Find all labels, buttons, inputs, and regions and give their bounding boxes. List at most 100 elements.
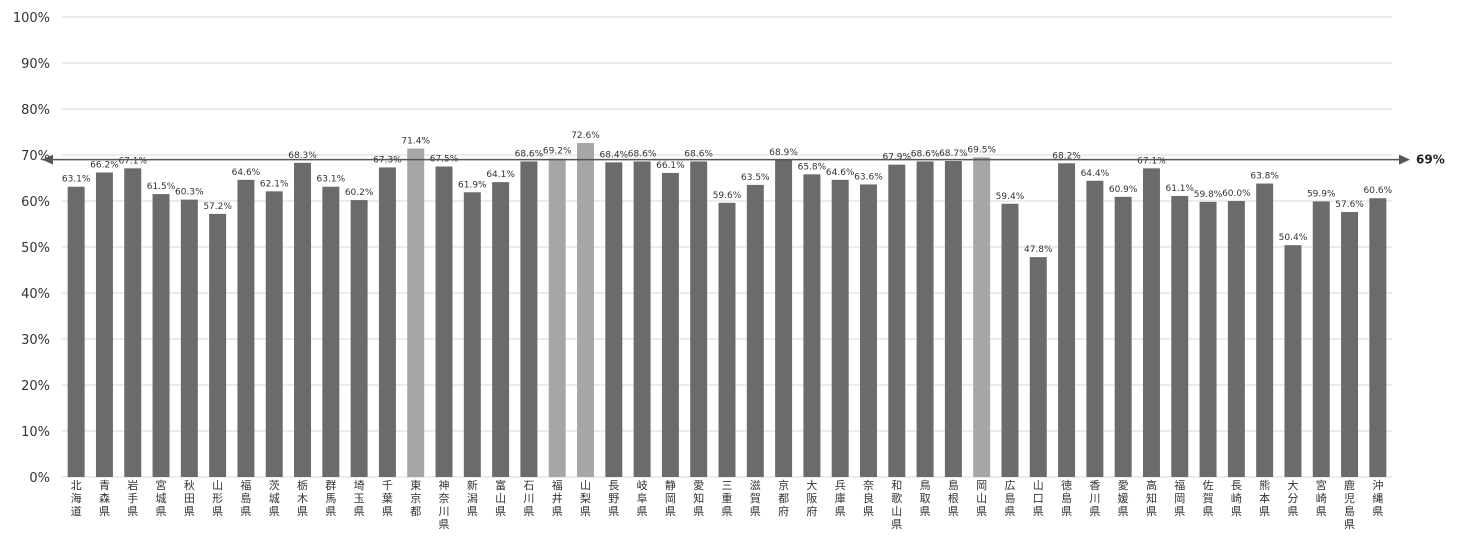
reference-line-right-arrowhead (1399, 154, 1410, 165)
bar (888, 164, 906, 477)
x-tick-label: 滋賀県 (750, 479, 761, 518)
bar (237, 179, 255, 477)
x-tick-label: 福井県 (552, 478, 563, 518)
bar (124, 168, 142, 477)
bar-value-label: 68.2% (1052, 151, 1081, 161)
bar (548, 158, 566, 477)
x-tick-label: 青森県 (99, 479, 110, 518)
bar-value-label: 60.6% (1364, 186, 1393, 196)
bar-value-label: 69.2% (543, 147, 572, 157)
x-tick-label: 愛媛県 (1118, 479, 1129, 518)
bar (265, 191, 283, 477)
x-tick-label: 秋田県 (184, 478, 195, 518)
bar (1029, 257, 1047, 477)
x-tick-label: 奈良県 (863, 478, 874, 518)
bar-value-label: 68.6% (628, 149, 657, 159)
bar (1199, 201, 1217, 478)
bar (67, 186, 85, 478)
x-tick-label: 北海道 (71, 479, 82, 518)
bar-value-label: 68.3% (288, 151, 317, 161)
bar (407, 148, 425, 477)
x-tick-label: 新潟県 (467, 478, 478, 518)
bar (661, 172, 679, 477)
x-tick-label: 大分県 (1287, 478, 1298, 518)
bar-value-label: 68.9% (769, 148, 798, 158)
bar (1171, 195, 1189, 477)
x-tick-label: 埼玉県 (354, 478, 365, 518)
bar (95, 172, 113, 478)
bar-value-label: 63.1% (62, 175, 91, 185)
y-tick-label: 30% (21, 333, 50, 348)
x-tick-label: 福岡県 (1174, 478, 1185, 518)
x-tick-label: 福島県 (240, 478, 251, 518)
bar (520, 161, 538, 477)
bar-value-label: 67.1% (1137, 156, 1166, 166)
x-tick-label: 島根県 (948, 478, 959, 518)
x-tick-label: 富山県 (495, 478, 506, 518)
bar (1001, 203, 1019, 477)
y-tick-label: 70% (21, 149, 50, 164)
x-tick-label: 徳島県 (1061, 479, 1072, 518)
bar (180, 199, 198, 477)
x-tick-label: 愛知県 (693, 479, 704, 518)
bar-value-label: 59.9% (1307, 189, 1336, 199)
bar-value-label: 68.7% (939, 149, 968, 159)
bar-value-label: 61.1% (1165, 184, 1194, 194)
bar-value-label: 64.6% (232, 168, 261, 178)
bar (1369, 198, 1387, 478)
x-tick-label: 三重県 (722, 479, 733, 518)
bar (718, 202, 736, 477)
bar (831, 179, 849, 477)
bar (973, 157, 991, 478)
x-tick-label: 山形県 (212, 479, 223, 518)
bar (294, 162, 312, 477)
bar-value-label: 69.5% (967, 145, 996, 155)
x-tick-label: 石川県 (523, 479, 534, 518)
bar (633, 161, 651, 477)
bar-value-label: 63.8% (1250, 172, 1279, 182)
y-tick-label: 100% (13, 11, 50, 26)
bar-value-label: 67.3% (373, 155, 402, 165)
bar-value-label: 66.2% (90, 160, 119, 170)
bar (463, 192, 481, 477)
bar-value-label: 63.1% (317, 175, 346, 185)
bar (690, 161, 708, 477)
x-tick-label: 高知県 (1146, 478, 1157, 518)
bar-value-label: 68.6% (684, 149, 713, 159)
bar (1341, 212, 1359, 478)
x-tick-label: 岡山県 (976, 479, 987, 518)
bar-value-label: 63.6% (854, 172, 883, 182)
x-tick-label: 鹿児島県 (1344, 478, 1355, 531)
bar-value-label: 57.6% (1335, 200, 1364, 210)
reference-line-left-arrowhead (42, 154, 53, 165)
x-tick-label: 佐賀県 (1203, 478, 1214, 518)
x-tick-label: 山口県 (1033, 479, 1044, 518)
bar-value-label: 67.1% (118, 156, 147, 166)
x-tick-label: 宮崎県 (1316, 478, 1327, 518)
y-tick-labels: 0% 10% 20% 30% 40% 50% 60% 70% 80% 90% 100% (13, 11, 50, 486)
bar-value-label: 64.1% (486, 170, 515, 180)
bar-value-label: 63.5% (741, 173, 770, 183)
x-tick-label: 群馬県 (325, 478, 336, 518)
bar-value-label: 60.3% (175, 188, 204, 198)
y-tick-label: 0% (29, 471, 50, 486)
bar (803, 174, 821, 477)
bar-value-label: 50.4% (1279, 233, 1308, 243)
y-tick-label: 80% (21, 103, 50, 118)
x-tick-label: 茨城県 (269, 478, 280, 518)
y-tick-label: 60% (21, 195, 50, 210)
bar (1227, 201, 1245, 477)
y-tick-label: 50% (21, 241, 50, 256)
bar-value-label: 47.8% (1024, 245, 1053, 255)
x-tick-label: 熊本県 (1259, 478, 1270, 518)
bar (860, 184, 877, 477)
x-tick-label: 鳥取県 (920, 478, 931, 518)
bar (492, 182, 510, 477)
bar-value-label: 57.2% (203, 202, 232, 212)
bar-value-label: 60.0% (1222, 189, 1251, 199)
x-tick-label: 岐阜県 (637, 479, 648, 518)
x-tick-label: 岩手県 (127, 478, 138, 518)
x-tick-label: 沖縄県 (1372, 479, 1383, 518)
bar-value-label: 68.4% (600, 150, 629, 160)
